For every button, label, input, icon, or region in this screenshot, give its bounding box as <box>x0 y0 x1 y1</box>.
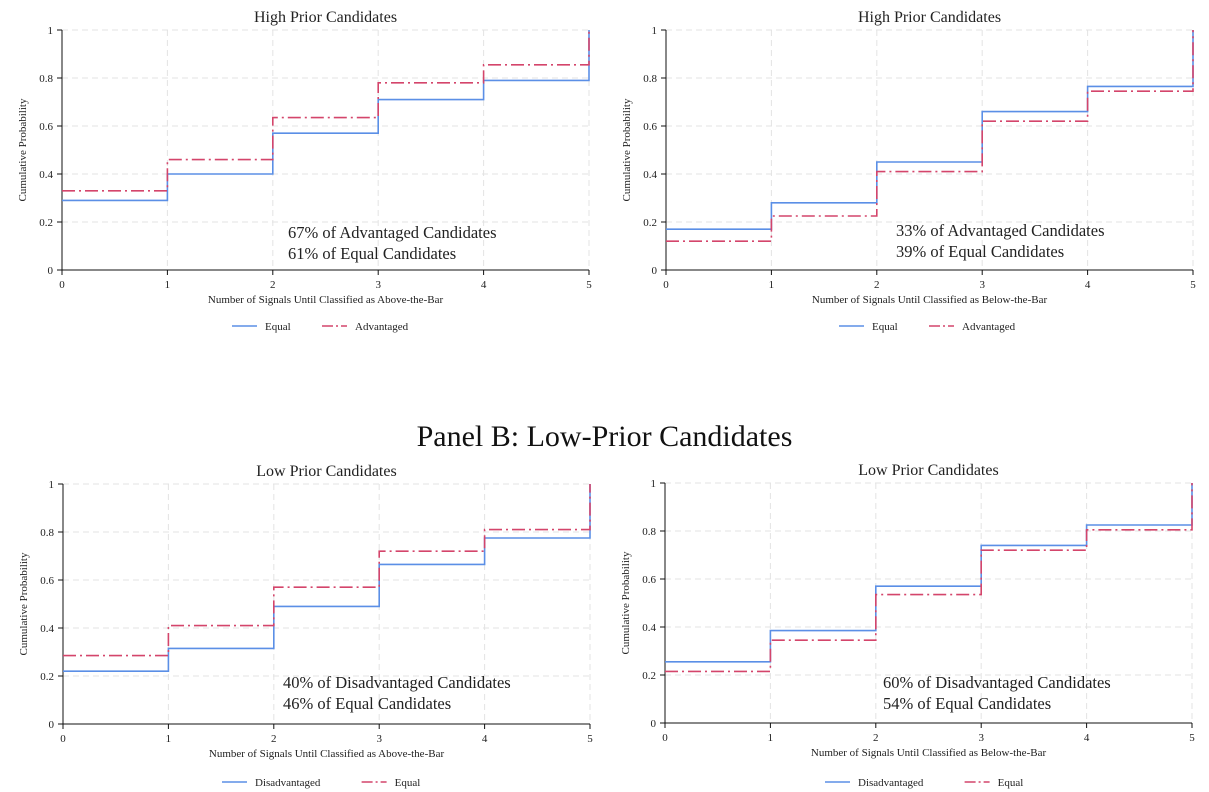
x-tick-label: 2 <box>271 733 277 745</box>
y-tick-label: 0.6 <box>39 121 53 133</box>
chart-title: Low Prior Candidates <box>256 463 396 480</box>
x-tick-label: 1 <box>768 732 774 744</box>
annotation-text: 54% of Equal Candidates <box>883 694 1051 713</box>
x-tick-label: 0 <box>662 732 668 744</box>
y-tick-label: 1 <box>49 479 55 491</box>
y-tick-label: 0.8 <box>40 527 54 539</box>
y-tick-label: 0.8 <box>643 73 657 85</box>
x-tick-label: 0 <box>60 733 66 745</box>
y-tick-label: 0.6 <box>642 574 656 586</box>
chart-low-prior-above-bar: Low Prior Candidates 0 0.2 0.4 0.6 0.8 1 0 1 2 3 4 5… <box>18 463 593 789</box>
series-line-advantaged <box>62 30 590 192</box>
y-tick-label: 0.2 <box>39 217 53 229</box>
x-tick-label: 3 <box>979 279 985 291</box>
annotation-text: 61% of Equal Candidates <box>288 244 456 263</box>
x-tick-label: 3 <box>978 732 984 744</box>
x-tick-label: 2 <box>270 279 276 291</box>
legend: Equal Advantaged <box>232 321 409 333</box>
annotation-text: 67% of Advantaged Candidates <box>288 223 497 242</box>
x-tick-label: 4 <box>481 279 487 291</box>
x-tick-label: 5 <box>587 733 593 745</box>
legend: Disadvantaged Equal <box>825 777 1023 789</box>
legend-label: Disadvantaged <box>858 777 924 789</box>
panel-b-title: Panel B: Low-Prior Candidates <box>416 420 793 453</box>
y-axis-label: Cumulative Probability <box>621 98 633 201</box>
legend-label: Equal <box>395 777 421 789</box>
y-tick-label: 0.8 <box>39 73 53 85</box>
y-tick-label: 0.4 <box>643 169 657 181</box>
y-tick-label: 0.4 <box>40 623 54 635</box>
legend-label: Disadvantaged <box>255 777 321 789</box>
series-line-disadvantaged <box>63 484 591 672</box>
y-tick-label: 0.4 <box>39 169 53 181</box>
x-tick-label: 4 <box>482 733 488 745</box>
x-tick-label: 1 <box>165 279 171 291</box>
y-tick-label: 0.2 <box>643 217 657 229</box>
annotation-text: 33% of Advantaged Candidates <box>896 221 1105 240</box>
x-tick-label: 5 <box>1190 279 1196 291</box>
x-tick-label: 5 <box>1189 732 1195 744</box>
chart-high-prior-above-bar: High Prior Candidates 0 0.2 0.4 0.6 0.8 1 0 1 2 3 4… <box>17 9 592 333</box>
y-tick-label: 0 <box>652 265 658 277</box>
y-tick-label: 0 <box>651 718 657 730</box>
y-axis-label: Cumulative Probability <box>17 98 29 201</box>
y-tick-label: 0 <box>48 265 54 277</box>
annotation-text: 39% of Equal Candidates <box>896 242 1064 261</box>
x-tick-label: 1 <box>769 279 775 291</box>
y-tick-label: 0.2 <box>642 670 656 682</box>
chart-title: High Prior Candidates <box>858 9 1001 26</box>
x-tick-label: 3 <box>375 279 381 291</box>
annotation-text: 60% of Disadvantaged Candidates <box>883 673 1111 692</box>
x-tick-label: 1 <box>166 733 172 745</box>
series-line-disadvantaged <box>665 483 1193 663</box>
legend-label: Equal <box>265 321 291 333</box>
y-tick-label: 0.8 <box>642 526 656 538</box>
legend-label: Equal <box>872 321 898 333</box>
chart-low-prior-below-bar: Low Prior Candidates 0 0.2 0.4 0.6 0.8 1 0 1 2 3 4 5… <box>620 462 1195 789</box>
legend-label: Advantaged <box>355 321 409 333</box>
y-tick-label: 1 <box>652 25 658 37</box>
x-tick-label: 4 <box>1085 279 1091 291</box>
legend-label: Equal <box>998 777 1024 789</box>
legend-label: Advantaged <box>962 321 1016 333</box>
x-axis-label: Number of Signals Until Classified as Be… <box>811 747 1047 759</box>
y-axis-label: Cumulative Probability <box>18 552 30 655</box>
y-tick-label: 0.6 <box>40 575 54 587</box>
x-axis-label: Number of Signals Until Classified as Be… <box>812 294 1048 306</box>
x-tick-label: 0 <box>663 279 669 291</box>
x-tick-label: 2 <box>874 279 880 291</box>
y-axis-label: Cumulative Probability <box>620 551 632 654</box>
x-tick-label: 4 <box>1084 732 1090 744</box>
chart-title: High Prior Candidates <box>254 9 397 26</box>
x-axis-label: Number of Signals Until Classified as Ab… <box>208 294 444 306</box>
annotation-text: 46% of Equal Candidates <box>283 694 451 713</box>
x-tick-label: 2 <box>873 732 879 744</box>
y-tick-label: 1 <box>48 25 54 37</box>
y-tick-label: 0.6 <box>643 121 657 133</box>
x-tick-label: 3 <box>376 733 382 745</box>
legend: Equal Advantaged <box>839 321 1016 333</box>
x-axis-label: Number of Signals Until Classified as Ab… <box>209 748 445 760</box>
series-line-equal <box>63 484 591 657</box>
y-tick-label: 0.4 <box>642 622 656 634</box>
series-line-equal <box>665 483 1193 673</box>
x-tick-label: 5 <box>586 279 592 291</box>
series-line-equal <box>62 30 590 202</box>
y-tick-label: 0.2 <box>40 671 54 683</box>
series-line-advantaged <box>666 30 1194 242</box>
chart-title: Low Prior Candidates <box>858 462 998 479</box>
annotation-text: 40% of Disadvantaged Candidates <box>283 673 511 692</box>
series-line-equal <box>666 30 1194 230</box>
y-tick-label: 0 <box>49 719 55 731</box>
y-tick-label: 1 <box>651 478 657 490</box>
chart-high-prior-below-bar: High Prior Candidates 0 0.2 0.4 0.6 0.8 1 0 1 2 3 4… <box>621 9 1196 333</box>
x-tick-label: 0 <box>59 279 65 291</box>
legend: Disadvantaged Equal <box>222 777 420 789</box>
